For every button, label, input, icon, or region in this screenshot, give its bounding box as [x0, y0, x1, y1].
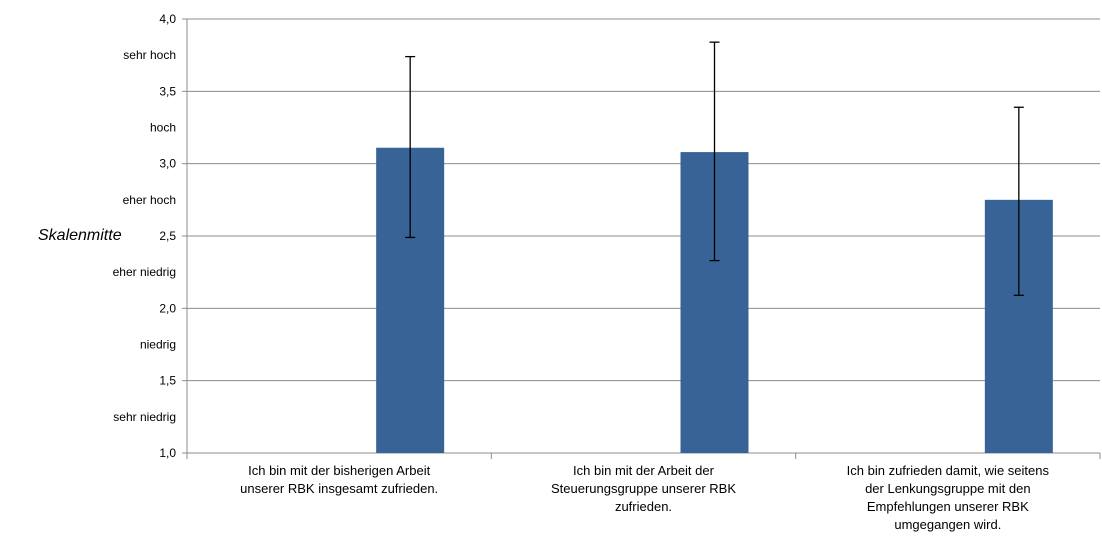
category-label-line: Ich bin mit der Arbeit der: [573, 463, 715, 478]
scale-label: niedrig: [140, 338, 176, 352]
category-label-line: Empfehlungen unserer RBK: [867, 499, 1029, 514]
scale-label: eher niedrig: [113, 265, 176, 279]
category-label-line: zufrieden.: [615, 499, 672, 514]
scale-label: eher hoch: [123, 193, 176, 207]
category-label-line: der Lenkungsgruppe mit den: [865, 481, 1031, 496]
category-label-line: umgegangen wird.: [894, 517, 1001, 532]
side-label-skalenmitte: Skalenmitte: [38, 227, 122, 244]
category-label-line: Steuerungsgruppe unserer RBK: [551, 481, 736, 496]
category-label: Ich bin mit der bisherigen Arbeit unserer…: [240, 463, 438, 496]
scale-label: sehr hoch: [123, 48, 176, 62]
y-tick-label: 3,0: [159, 157, 176, 171]
y-tick-label: 4,0: [159, 12, 176, 26]
scale-label: sehr niedrig: [113, 410, 176, 424]
category-label: Ich bin zufrieden damit, wie seitens der …: [847, 463, 1050, 532]
y-tick-label: 2,5: [159, 229, 176, 243]
gridlines: [187, 18, 1100, 382]
category-label-line: unserer RBK insgesamt zufrieden.: [240, 481, 438, 496]
y-tick-label: 1,0: [159, 446, 176, 460]
scale-label: hoch: [150, 121, 176, 135]
y-tick-label: 3,5: [159, 84, 176, 98]
y-tick-label: 2,0: [159, 301, 176, 315]
category-labels: Ich bin mit der bisherigen Arbeit unserer…: [240, 463, 1049, 532]
category-label-line: Ich bin zufrieden damit, wie seitens: [847, 463, 1050, 478]
category-label: Ich bin mit der Arbeit der Steuerungsgrup…: [551, 463, 736, 514]
scale-labels: sehr niedrig niedrig eher niedrig eher hoch…: [113, 48, 176, 424]
y-tick-label: 1,5: [159, 374, 176, 388]
axes: [182, 18, 1101, 459]
error-bars: [405, 41, 1024, 296]
category-label-line: Ich bin mit der bisherigen Arbeit: [248, 463, 430, 478]
y-tick-labels: 1,0 1,5 2,0 2,5 3,0 3,5 4,0: [159, 12, 176, 460]
